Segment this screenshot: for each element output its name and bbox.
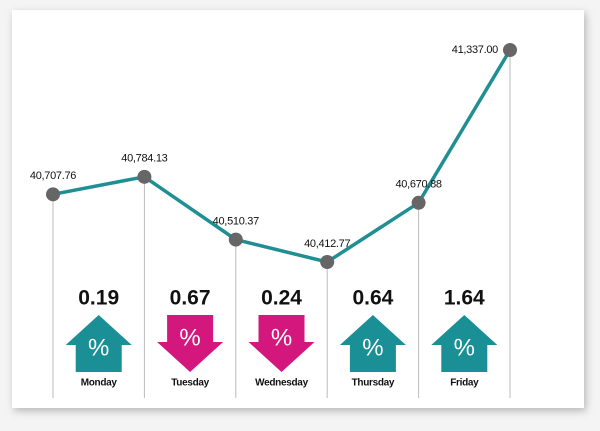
percent-symbol: %: [88, 334, 109, 361]
point-label: 40,707.76: [30, 170, 76, 182]
point: [320, 255, 335, 269]
day-label: Tuesday: [171, 378, 209, 389]
point-label: 40,670.88: [395, 179, 441, 191]
change-value: 0.64: [352, 287, 393, 310]
change-value: 0.67: [170, 287, 211, 310]
line: [52, 49, 512, 264]
change-value: 1.64: [444, 287, 485, 310]
change-value: 0.19: [78, 287, 119, 310]
point: [137, 169, 152, 184]
day-label: Thursday: [352, 378, 395, 389]
point: [228, 232, 243, 247]
point-label: 40,784.13: [121, 153, 167, 165]
percent-symbol: %: [271, 324, 292, 351]
down-arrow: [248, 315, 315, 372]
percent-symbol: %: [362, 334, 383, 361]
up-arrow: [339, 315, 406, 372]
point: [46, 187, 60, 202]
day-label: Friday: [450, 378, 479, 389]
point: [503, 43, 517, 57]
down-arrow: [157, 315, 224, 372]
day-label: Monday: [81, 378, 118, 389]
up-arrow: [65, 315, 132, 372]
change-value: 0.24: [261, 287, 302, 310]
day-label: Wednesday: [255, 378, 308, 389]
point-label: 41,337.00: [452, 44, 498, 56]
percent-symbol: %: [454, 334, 475, 361]
up-arrow: [431, 315, 498, 372]
point-label: 40,412.77: [304, 238, 350, 250]
percent-symbol: %: [179, 324, 200, 351]
point: [411, 195, 426, 210]
point-label: 40,510.37: [213, 216, 259, 228]
